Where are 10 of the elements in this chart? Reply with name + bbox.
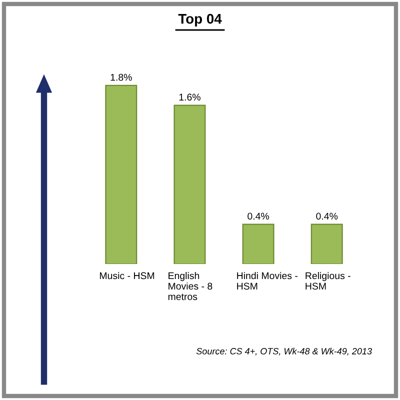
- x-tick-label: Hindi Movies - HSM: [237, 272, 298, 290]
- x-tick-label: Religious - HSM: [306, 272, 350, 290]
- data-label: 0.4%: [248, 212, 270, 220]
- data-label: 1.6%: [179, 94, 200, 101]
- data-label: 1.8%: [110, 74, 132, 81]
- x-tick-label: English Movies - 8 metros: [168, 272, 212, 300]
- source-note: Source: CS 4+, OTS, Wk-48 & Wk-49, 2013: [196, 348, 372, 356]
- chart-title: Top 04: [178, 14, 222, 26]
- x-tick-label: Music - HSM: [100, 272, 154, 280]
- data-label: 0.4%: [316, 212, 338, 220]
